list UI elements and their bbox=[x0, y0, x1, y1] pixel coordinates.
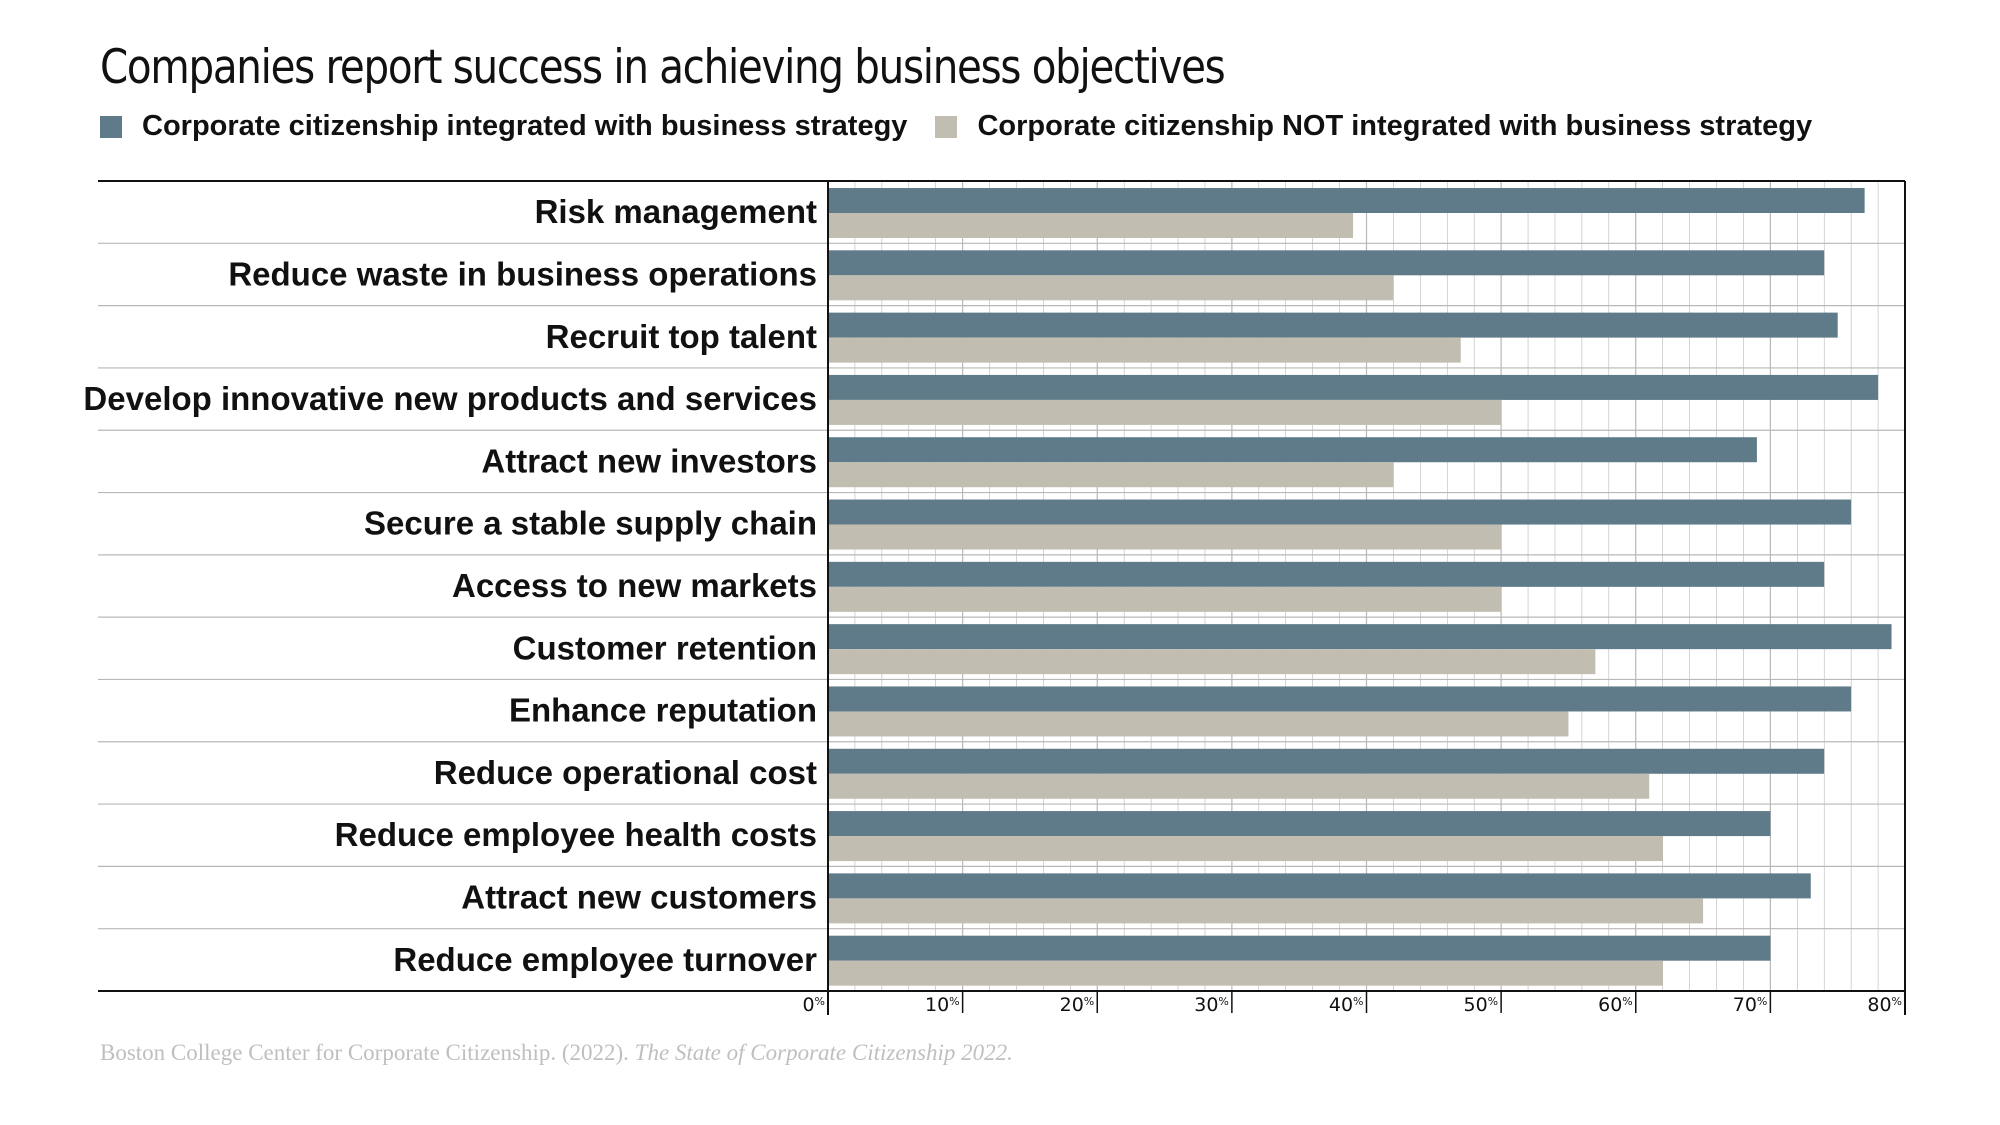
legend-item-integrated: Corporate citizenship integrated with bu… bbox=[100, 110, 907, 143]
x-tick-label: 30% bbox=[1194, 994, 1229, 1016]
x-tick-label: 10% bbox=[925, 994, 960, 1016]
x-tick-label: 80% bbox=[1867, 994, 1902, 1016]
source-text: Boston College Center for Corporate Citi… bbox=[100, 1040, 635, 1065]
bar-integrated bbox=[828, 250, 1825, 276]
category-label: Reduce waste in business operations bbox=[228, 255, 817, 292]
x-tick-label: 70% bbox=[1733, 994, 1768, 1016]
bar-integrated bbox=[828, 748, 1825, 774]
bar-not-integrated bbox=[828, 898, 1704, 924]
x-tick-label: 20% bbox=[1060, 994, 1095, 1016]
category-label: Develop innovative new products and serv… bbox=[83, 380, 817, 417]
source-title: The State of Corporate Citizenship 2022. bbox=[634, 1040, 1013, 1065]
legend-item-not-integrated: Corporate citizenship NOT integrated wit… bbox=[935, 110, 1812, 143]
legend: Corporate citizenship integrated with bu… bbox=[100, 110, 1840, 143]
bar-integrated bbox=[828, 811, 1771, 837]
category-label: Risk management bbox=[535, 193, 817, 230]
x-tick-unit: % bbox=[1353, 995, 1363, 1008]
category-label: Enhance reputation bbox=[509, 692, 817, 729]
category-label: Reduce operational cost bbox=[434, 754, 817, 791]
bar-not-integrated bbox=[828, 462, 1394, 488]
bar-integrated bbox=[828, 561, 1825, 587]
category-labels: Risk management Reduce waste in business … bbox=[83, 193, 817, 978]
category-label: Access to new markets bbox=[452, 567, 817, 604]
x-tick-unit: % bbox=[1084, 995, 1094, 1008]
category-label: Attract new customers bbox=[461, 879, 817, 916]
bar-integrated bbox=[828, 188, 1865, 213]
x-tick-unit: % bbox=[949, 995, 959, 1008]
category-label: Secure a stable supply chain bbox=[364, 505, 817, 542]
chart-title: Companies report success in achieving bu… bbox=[100, 40, 1226, 95]
bar-integrated bbox=[828, 499, 1852, 525]
bar-not-integrated bbox=[828, 524, 1502, 550]
x-tick-unit: % bbox=[1757, 995, 1767, 1008]
x-tick-unit: % bbox=[1622, 995, 1632, 1008]
category-label: Attract new investors bbox=[481, 442, 817, 479]
legend-swatch-not-integrated bbox=[935, 115, 958, 138]
bar-integrated bbox=[828, 624, 1892, 650]
category-label: Recruit top talent bbox=[546, 318, 817, 355]
x-tick-label: 60% bbox=[1598, 994, 1633, 1016]
bar-integrated bbox=[828, 873, 1811, 899]
source-citation: Boston College Center for Corporate Citi… bbox=[100, 1040, 1013, 1066]
x-tick-unit: % bbox=[1218, 995, 1228, 1008]
bar-not-integrated bbox=[828, 836, 1663, 862]
x-tick-label: 50% bbox=[1463, 994, 1498, 1016]
category-label: Reduce employee turnover bbox=[393, 941, 817, 978]
category-label: Reduce employee health costs bbox=[335, 816, 817, 853]
x-tick-label: 0% bbox=[802, 994, 825, 1016]
bar-integrated bbox=[828, 312, 1838, 338]
bar-integrated bbox=[828, 935, 1771, 961]
x-tick-unit: % bbox=[1892, 995, 1902, 1008]
bar-not-integrated bbox=[828, 213, 1354, 238]
legend-swatch-integrated bbox=[100, 115, 122, 138]
bar-not-integrated bbox=[828, 711, 1569, 737]
x-tick-label: 40% bbox=[1329, 994, 1364, 1016]
bar-integrated bbox=[828, 686, 1852, 712]
x-tick-unit: % bbox=[815, 995, 825, 1008]
bar-not-integrated bbox=[828, 399, 1502, 425]
bar-not-integrated bbox=[828, 773, 1650, 799]
legend-label-integrated: Corporate citizenship integrated with bu… bbox=[142, 110, 908, 142]
bar-integrated bbox=[828, 374, 1879, 400]
bar-not-integrated bbox=[828, 337, 1461, 363]
bar-not-integrated bbox=[828, 275, 1394, 301]
bar-integrated bbox=[828, 437, 1757, 463]
bar-not-integrated bbox=[828, 960, 1663, 986]
bar-not-integrated bbox=[828, 649, 1596, 675]
x-tick-unit: % bbox=[1488, 995, 1498, 1008]
legend-label-not-integrated: Corporate citizenship NOT integrated wit… bbox=[977, 110, 1813, 142]
category-label: Customer retention bbox=[513, 629, 817, 666]
bars bbox=[828, 188, 1892, 986]
bar-not-integrated bbox=[828, 586, 1502, 612]
